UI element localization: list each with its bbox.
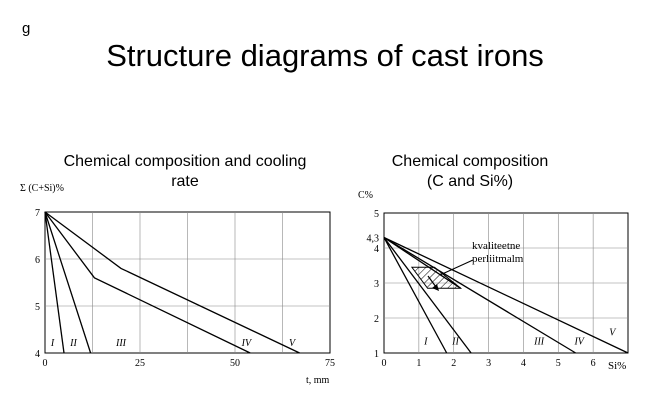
left-series [44, 211, 300, 354]
annotation-line1: kvaliteetne [472, 240, 520, 252]
left-y-tick-label-1: 5 [35, 302, 40, 313]
right-x-tick-label-4: 4 [521, 358, 526, 369]
right-x-axis-label: Si% [608, 360, 626, 372]
right-y-tick-label-2: 3 [374, 279, 379, 290]
left-y-tick-label-2: 6 [35, 255, 40, 266]
right-series-line-3 [383, 236, 577, 354]
left-region-label-2: II [69, 338, 77, 349]
right-chart-subtitle: Chemical composition (C and Si%) [360, 152, 580, 192]
right-subtitle-line2: (C and Si%) [426, 173, 514, 190]
left-subtitle-line2: rate [171, 173, 199, 190]
corner-label: g [22, 20, 31, 37]
right-region-label-5: V [609, 328, 617, 339]
left-x-tick-label-1: 25 [135, 358, 145, 369]
annotation-arrow-icon [427, 275, 437, 288]
right-x-tick-label-6: 6 [591, 358, 596, 369]
left-y-axis-label: Σ (C+Si)% [20, 183, 64, 194]
annotation-line2: perliitmalm [472, 253, 524, 265]
right-series-line-4 [383, 236, 629, 354]
left-series-line-4 [44, 211, 300, 354]
right-y-tick-label-0: 1 [374, 349, 379, 360]
right-y-axis-label: C% [358, 190, 373, 201]
right-x-tick-label-2: 2 [451, 358, 456, 369]
left-region-label-1: I [50, 338, 55, 349]
right-series-line-1 [383, 237, 448, 354]
left-subtitle-line1: Chemical composition and cooling [63, 153, 307, 170]
left-grid [44, 211, 331, 354]
left-x-tick-label-3: 75 [325, 358, 335, 369]
left-series-line-1 [44, 211, 65, 354]
right-series-line-2 [383, 237, 472, 354]
right-x-tick-label-5: 5 [556, 358, 561, 369]
left-ticks: 0 25 50 75 4 5 6 7 [35, 208, 335, 369]
right-y-tick-label-4: 5 [374, 209, 379, 220]
right-series [383, 236, 629, 354]
right-region-label-4: IV [573, 336, 585, 347]
left-region-labels: I II III IV V [50, 338, 297, 349]
left-x-axis-label: t, mm [306, 375, 330, 386]
right-x-tick-label-3: 3 [486, 358, 491, 369]
right-x-tick-label-1: 1 [416, 358, 421, 369]
left-y-tick-label-0: 4 [35, 349, 40, 360]
left-region-label-4: IV [241, 338, 253, 349]
right-y-tick-label-1: 2 [374, 314, 379, 325]
right-hatched-polygon [410, 266, 463, 289]
left-region-label-3: III [115, 338, 127, 349]
right-y-tick-label-3: 4 [374, 244, 379, 255]
right-region-label-3: III [533, 336, 545, 347]
right-region-label-1: I [423, 336, 428, 347]
right-hatched-region [410, 266, 463, 289]
annotation-arrowhead-icon [432, 284, 439, 291]
right-subtitle-line1: Chemical composition [391, 153, 549, 170]
left-series-line-2 [44, 211, 92, 354]
right-region-label-2: II [451, 336, 459, 347]
left-x-tick-label-2: 50 [230, 358, 240, 369]
left-series-line-3 [44, 211, 251, 354]
left-region-label-5: V [289, 338, 297, 349]
right-grid [383, 212, 629, 354]
page-title: Structure diagrams of cast irons [106, 38, 544, 73]
annotation-leader-line [439, 259, 474, 276]
left-y-tick-label-3: 7 [35, 208, 40, 219]
right-region-labels: I II III IVV [423, 328, 617, 348]
left-x-tick-label-0: 0 [43, 358, 48, 369]
right-y-tick-label-extra: 4,3 [367, 234, 380, 245]
right-x-tick-label-0: 0 [382, 358, 387, 369]
left-chart-subtitle: Chemical composition and cooling rate [20, 152, 350, 192]
